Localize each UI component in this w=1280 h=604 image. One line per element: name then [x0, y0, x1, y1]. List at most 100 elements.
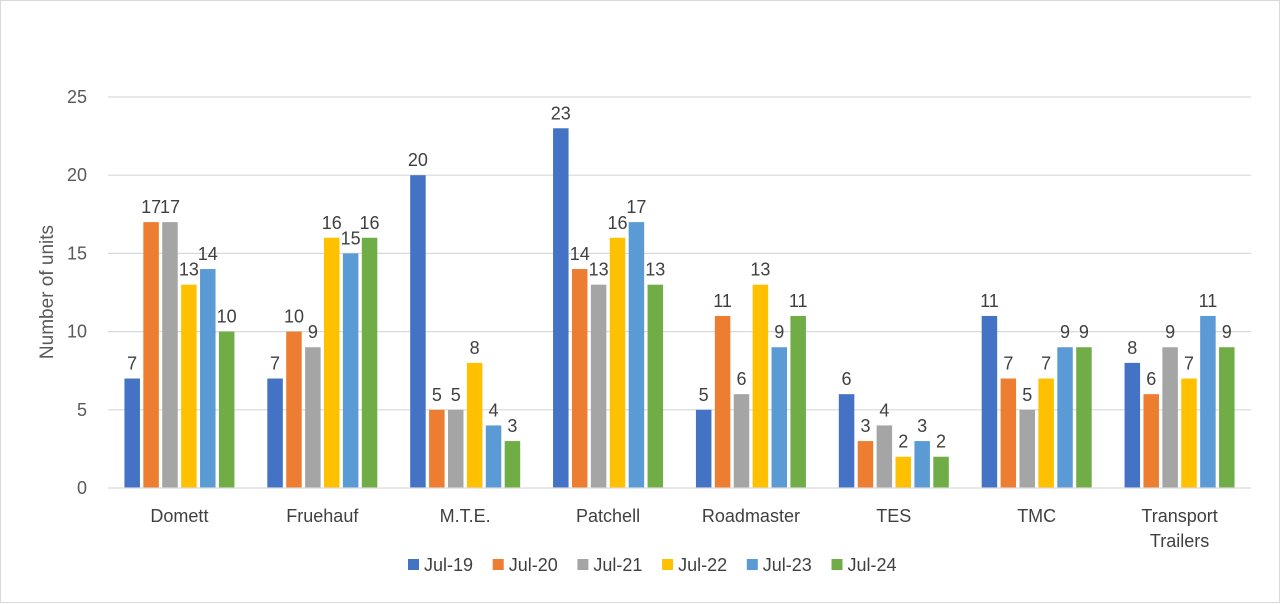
data-label: 10 [217, 307, 237, 327]
bar-jul-21 [733, 394, 750, 488]
legend-swatch [746, 559, 758, 570]
data-label: 23 [551, 103, 571, 123]
bar-jul-24 [1219, 347, 1235, 488]
category-label: TMC [1017, 506, 1056, 526]
legend-swatch [408, 559, 419, 570]
bar-jul-20 [143, 222, 159, 488]
bar-jul-23 [771, 347, 788, 488]
data-label: 11 [1199, 291, 1218, 311]
data-label: 4 [489, 400, 499, 420]
bar-jul-23 [485, 425, 502, 488]
bar-jul-22 [752, 284, 769, 488]
bar-jul-23 [1057, 347, 1073, 488]
data-label: 11 [713, 291, 732, 311]
y-axis-ticks: 0 5 10 15 20 25 [67, 87, 87, 498]
bar-jul-19 [695, 409, 712, 488]
bar-jul-24 [933, 456, 949, 488]
legend-label: Jul-24 [848, 555, 897, 575]
data-label: 14 [570, 244, 590, 264]
data-label: 3 [917, 416, 927, 436]
bar-jul-21 [590, 284, 607, 488]
bar-jul-20 [1000, 378, 1017, 488]
bar-jul-20 [857, 441, 874, 488]
bar-jul-19 [553, 128, 569, 488]
data-label: 4 [879, 400, 889, 420]
bar-jul-22 [895, 456, 912, 488]
bar-jul-21 [1162, 347, 1178, 488]
bar-jul-22 [466, 362, 483, 488]
bar-jul-21 [305, 347, 321, 488]
data-label: 6 [736, 369, 746, 389]
category-label: Roadmaster [702, 506, 800, 526]
y-tick-label: 10 [67, 322, 87, 342]
y-tick-label: 5 [77, 400, 87, 420]
bar-jul-20 [1143, 394, 1159, 488]
data-label: 11 [789, 291, 808, 311]
data-label: 16 [360, 213, 380, 233]
y-tick-label: 25 [67, 87, 87, 107]
bar-jul-19 [1124, 362, 1141, 488]
bar-jul-22 [1038, 378, 1054, 488]
data-label: 17 [626, 197, 646, 217]
legend: Jul-19 Jul-20 Jul-21 Jul-22 Jul-23 Jul-24 [408, 555, 897, 575]
data-label: 7 [1041, 354, 1051, 374]
data-label: 5 [699, 385, 709, 405]
data-label: 5 [1022, 385, 1032, 405]
data-label: 6 [1146, 369, 1156, 389]
legend-label: Jul-20 [509, 555, 558, 575]
category-label: Patchell [576, 506, 640, 526]
bar-jul-23 [342, 253, 359, 488]
category-labels: Domett Fruehauf M.T.E. Patchell Roadmaster TE… [150, 506, 1217, 551]
data-label: 13 [645, 260, 665, 280]
data-label: 8 [470, 338, 480, 358]
bar-jul-22 [609, 237, 626, 488]
y-tick-label: 0 [77, 478, 87, 498]
data-label: 17 [141, 197, 161, 217]
data-label: 7 [1184, 354, 1194, 374]
bar-jul-22 [181, 284, 197, 488]
data-label: 20 [408, 150, 428, 170]
data-label: 5 [432, 385, 442, 405]
bar-jul-20 [571, 269, 588, 488]
data-label: 2 [936, 432, 946, 452]
bar-jul-23 [628, 222, 645, 488]
bar-jul-21 [447, 409, 464, 488]
legend-swatch [662, 559, 674, 570]
data-label: 8 [1127, 338, 1137, 358]
bar-jul-20 [286, 331, 302, 488]
data-label: 16 [322, 213, 342, 233]
category-label: Transport [1141, 506, 1217, 526]
bar-jul-22 [1181, 378, 1197, 488]
bar-jul-19 [838, 394, 855, 488]
category-label: Fruehauf [286, 506, 359, 526]
data-label: 15 [341, 228, 361, 248]
y-tick-label: 20 [67, 165, 87, 185]
bar-jul-20 [714, 315, 731, 488]
legend-label: Jul-22 [678, 555, 727, 575]
data-label: 13 [750, 260, 770, 280]
data-label: 17 [160, 197, 180, 217]
data-label: 5 [451, 385, 461, 405]
legend-swatch [831, 559, 843, 570]
data-label: 10 [284, 307, 304, 327]
bar-jul-19 [410, 175, 426, 488]
y-tick-label: 15 [67, 243, 87, 263]
data-label: 14 [198, 244, 218, 264]
data-label: 7 [270, 354, 280, 374]
bar-jul-24 [218, 331, 235, 488]
bar-jul-19 [981, 315, 998, 488]
data-label: 6 [842, 369, 852, 389]
data-label: 2 [898, 432, 908, 452]
category-label: Domett [150, 506, 208, 526]
data-label: 9 [1079, 322, 1089, 342]
bar-jul-19 [267, 378, 283, 488]
data-label: 9 [1060, 322, 1070, 342]
bar-jul-24 [1076, 347, 1092, 488]
legend-label: Jul-19 [424, 555, 473, 575]
data-label: 16 [607, 213, 627, 233]
bars [124, 128, 1235, 488]
data-label: 11 [980, 291, 999, 311]
